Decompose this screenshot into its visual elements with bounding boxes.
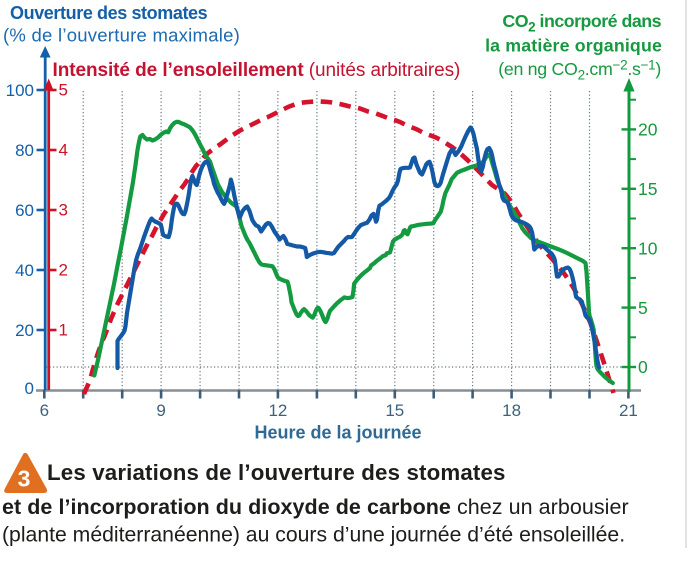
svg-text:18: 18: [502, 401, 521, 420]
svg-text:Les variations de l’ouverture: Les variations de l’ouverture des stomat…: [47, 460, 506, 485]
svg-text:20: 20: [638, 120, 658, 140]
svg-text:3: 3: [59, 201, 68, 220]
svg-text:100: 100: [6, 81, 34, 100]
svg-text:6: 6: [40, 401, 49, 420]
svg-text:0: 0: [25, 379, 34, 398]
svg-text:la matière organique: la matière organique: [485, 36, 662, 56]
svg-text:20: 20: [15, 321, 34, 340]
svg-text:12: 12: [268, 401, 287, 420]
svg-text:80: 80: [15, 141, 34, 160]
svg-text:15: 15: [638, 179, 657, 199]
svg-text:60: 60: [15, 201, 34, 220]
svg-text:(en ng CO2.cm−2.s−1): (en ng CO2.cm−2.s−1): [498, 58, 661, 83]
svg-text:3: 3: [18, 466, 31, 492]
svg-text:21: 21: [619, 401, 638, 420]
svg-text:9: 9: [156, 401, 165, 420]
svg-text:1: 1: [59, 321, 68, 340]
svg-text:2: 2: [59, 261, 68, 280]
svg-text:10: 10: [638, 238, 658, 258]
svg-text:4: 4: [59, 141, 68, 160]
svg-text:(plante méditerranéenne) au co: (plante méditerranéenne) au cours d’une …: [2, 524, 625, 547]
svg-text:5: 5: [59, 81, 68, 100]
svg-text:0: 0: [638, 357, 648, 377]
svg-text:et de l’incorporation du dioxy: et de l’incorporation du dioxyde de carb…: [2, 495, 629, 519]
svg-text:Heure de la journée: Heure de la journée: [254, 423, 421, 443]
svg-text:Intensité de l’ensoleillement: Intensité de l’ensoleillement (unités ar…: [53, 60, 461, 81]
svg-text:Ouverture des stomates: Ouverture des stomates: [10, 3, 208, 23]
svg-text:15: 15: [385, 401, 404, 420]
svg-text:(% de l’ouverture maximale): (% de l’ouverture maximale): [3, 25, 240, 46]
svg-text:5: 5: [638, 298, 648, 318]
svg-text:CO2 incorporé dans: CO2 incorporé dans: [502, 11, 661, 35]
svg-text:40: 40: [15, 261, 34, 280]
